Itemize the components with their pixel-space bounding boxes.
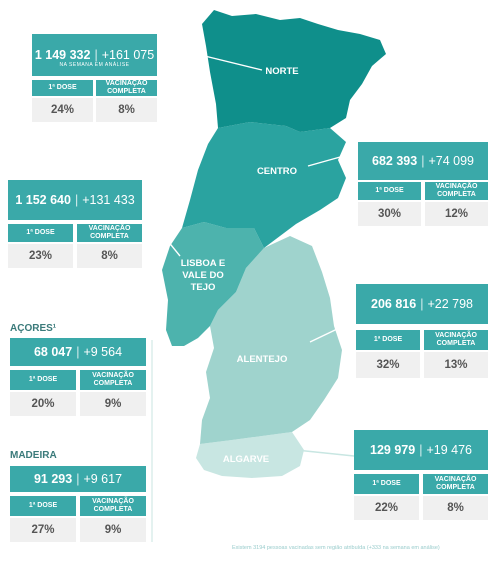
madeira-first-dose-value: 27%	[10, 518, 76, 542]
lisboa-first-dose-label: 1ª DOSE	[8, 224, 73, 242]
acores-title: AÇORES¹	[10, 323, 57, 334]
acores-full-label: VACINAÇÃO COMPLETA	[80, 370, 146, 390]
region-alentejo-shape[interactable]	[200, 236, 342, 444]
region-label-norte: NORTE	[265, 66, 299, 77]
region-label-lisboa: LISBOA E VALE DO TEJO	[180, 258, 226, 293]
norte-total: 1 149 332	[34, 48, 91, 62]
lisboa-first-dose-value: 23%	[8, 244, 73, 268]
alentejo-card-header: 206 816 | +22 798	[356, 284, 488, 324]
madeira-full-label: VACINAÇÃO COMPLETA	[80, 496, 146, 516]
alentejo-full-value: 13%	[424, 352, 488, 378]
centro-first-dose-value: 30%	[358, 202, 421, 226]
lisboa-full-label: VACINAÇÃO COMPLETA	[77, 224, 142, 242]
alentejo-delta: +22 798	[427, 297, 473, 311]
madeira-title: MADEIRA	[10, 450, 57, 461]
norte-delta: +161 075	[101, 48, 155, 62]
algarve-delta: +19 476	[426, 443, 472, 457]
algarve-total: 129 979	[370, 443, 416, 457]
alentejo-first-dose-value: 32%	[356, 352, 420, 378]
algarve-full-value: 8%	[423, 496, 488, 520]
centro-card: 682 393 | +74 099 1ª DOSE VACINAÇÃO COMP…	[358, 142, 488, 226]
lisboa-total: 1 152 640	[15, 193, 71, 207]
region-algarve-shape[interactable]	[196, 432, 304, 478]
centro-total: 682 393	[372, 154, 418, 168]
algarve-card: 129 979 | +19 476 1ª DOSE VACINAÇÃO COMP…	[354, 430, 488, 520]
acores-first-dose-label: 1ª DOSE	[10, 370, 76, 390]
norte-full-label: VACINAÇÃO COMPLETA	[96, 80, 157, 96]
alentejo-total: 206 816	[371, 297, 417, 311]
madeira-full-value: 9%	[80, 518, 146, 542]
lisboa-card-header: 1 152 640 | +131 433	[8, 180, 142, 220]
centro-full-label: VACINAÇÃO COMPLETA	[425, 182, 488, 200]
alentejo-first-dose-label: 1ª DOSE	[356, 330, 420, 350]
alentejo-card: 206 816 | +22 798 1ª DOSE VACINAÇÃO COMP…	[356, 284, 488, 380]
norte-first-dose-value: 24%	[32, 98, 93, 122]
norte-first-dose-label: 1ª DOSE	[32, 80, 93, 96]
region-lisboa-shape[interactable]	[162, 222, 264, 346]
acores-delta: +9 564	[83, 345, 123, 359]
norte-card: 1 149 332 | +161 075 NA SEMANA EM ANÁLIS…	[32, 34, 157, 124]
lisboa-full-value: 8%	[77, 244, 142, 268]
alentejo-full-label: VACINAÇÃO COMPLETA	[424, 330, 488, 350]
norte-week-note: NA SEMANA EM ANÁLISE	[59, 62, 130, 68]
alentejo-connector	[309, 319, 357, 343]
lisboa-connector	[153, 223, 181, 257]
algarve-first-dose-value: 22%	[354, 496, 419, 520]
acores-full-value: 9%	[80, 392, 146, 416]
region-norte-shape[interactable]	[202, 10, 386, 132]
madeira-first-dose-label: 1ª DOSE	[10, 496, 76, 516]
region-label-centro: CENTRO	[256, 166, 298, 177]
centro-connector	[307, 151, 359, 167]
footnote: Existem 3194 pessoas vacinadas sem regiã…	[232, 545, 440, 551]
region-centro-shape[interactable]	[182, 122, 346, 248]
norte-card-header: 1 149 332 | +161 075	[32, 34, 157, 76]
lisboa-delta: +131 433	[82, 193, 135, 207]
madeira-card-header: 91 293 | +9 617	[10, 466, 146, 492]
acores-total: 68 047	[33, 345, 73, 359]
acores-first-dose-value: 20%	[10, 392, 76, 416]
algarve-first-dose-label: 1ª DOSE	[354, 474, 419, 494]
acores-card: 68 047 | +9 564 1ª DOSE VACINAÇÃO COMPLE…	[10, 338, 146, 416]
madeira-delta: +9 617	[83, 472, 123, 486]
madeira-total: 91 293	[33, 472, 73, 486]
algarve-full-label: VACINAÇÃO COMPLETA	[423, 474, 488, 494]
centro-delta: +74 099	[428, 154, 474, 168]
centro-first-dose-label: 1ª DOSE	[358, 182, 421, 200]
centro-card-header: 682 393 | +74 099	[358, 142, 488, 180]
acores-card-header: 68 047 | +9 564	[10, 338, 146, 366]
norte-connector	[171, 47, 263, 71]
region-label-alentejo: ALENTEJO	[236, 354, 288, 365]
lisboa-card: 1 152 640 | +131 433 1ª DOSE VACINAÇÃO C…	[8, 180, 142, 268]
algarve-card-header: 129 979 | +19 476	[354, 430, 488, 470]
region-label-algarve: ALGARVE	[222, 454, 270, 465]
algarve-connector	[295, 449, 355, 457]
norte-full-value: 8%	[96, 98, 157, 122]
madeira-card: 91 293 | +9 617 1ª DOSE VACINAÇÃO COMPLE…	[10, 466, 146, 542]
centro-full-value: 12%	[425, 202, 488, 226]
